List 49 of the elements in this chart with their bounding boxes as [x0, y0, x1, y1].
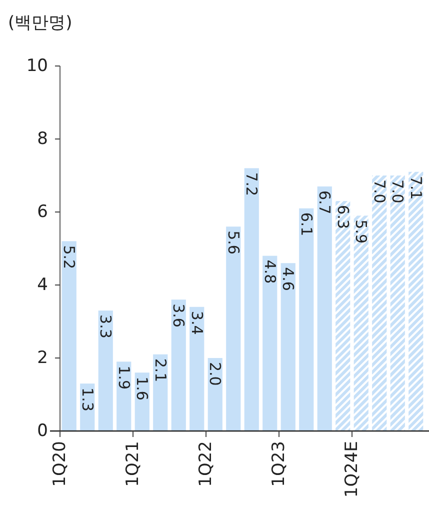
bar: [190, 306, 204, 431]
bar: [317, 186, 332, 431]
y-axis-title: (백만명): [8, 13, 72, 33]
data-label: 7.0: [388, 180, 407, 204]
x-tick-label: 1Q24E: [342, 441, 362, 498]
y-tick-label: 10: [26, 56, 48, 76]
bar: [336, 201, 350, 431]
bar: [171, 300, 186, 431]
x-tick-label: 1Q23: [269, 441, 289, 487]
data-label: 1.3: [78, 388, 96, 412]
y-tick-label: 8: [37, 129, 48, 149]
x-tick-label: 1Q21: [123, 441, 143, 487]
data-label: 6.7: [316, 190, 334, 214]
data-label: 6.1: [297, 212, 316, 236]
data-label: 6.3: [334, 205, 352, 229]
data-label: 3.4: [188, 310, 206, 335]
data-label: 3.3: [96, 314, 115, 338]
data-label: 5.2: [60, 245, 78, 270]
data-label: 1.6: [133, 376, 152, 400]
x-tick-label: 1Q20: [50, 441, 70, 487]
bar: [280, 263, 296, 431]
data-label: 5.9: [352, 220, 370, 244]
data-label: 1.9: [114, 366, 133, 390]
y-tick-label: 4: [37, 275, 48, 295]
bar: [153, 354, 168, 431]
data-label: 3.6: [170, 304, 188, 328]
y-tick-label: 0: [37, 421, 48, 441]
bar: [116, 362, 132, 431]
bar: [372, 176, 387, 431]
y-tick-label: 2: [37, 348, 48, 368]
x-tick-label: 1Q22: [196, 441, 216, 487]
data-label: 4.6: [279, 267, 298, 291]
bar: [262, 256, 278, 431]
bar: [98, 310, 113, 431]
data-label: 7.1: [406, 176, 425, 200]
bar: [244, 168, 259, 431]
bar: [390, 176, 405, 431]
data-label: 2.1: [151, 358, 170, 382]
bar: [226, 226, 241, 431]
data-label: 5.6: [224, 230, 242, 254]
data-label: 7.2: [242, 172, 261, 196]
bar: [408, 172, 424, 431]
data-label: 4.8: [260, 260, 279, 284]
y-tick-label: 6: [37, 202, 48, 222]
bar: [62, 241, 76, 431]
data-label: 2.0: [206, 362, 224, 386]
bar: [354, 216, 368, 431]
bar: [299, 208, 314, 431]
data-label: 7.0: [370, 180, 388, 204]
